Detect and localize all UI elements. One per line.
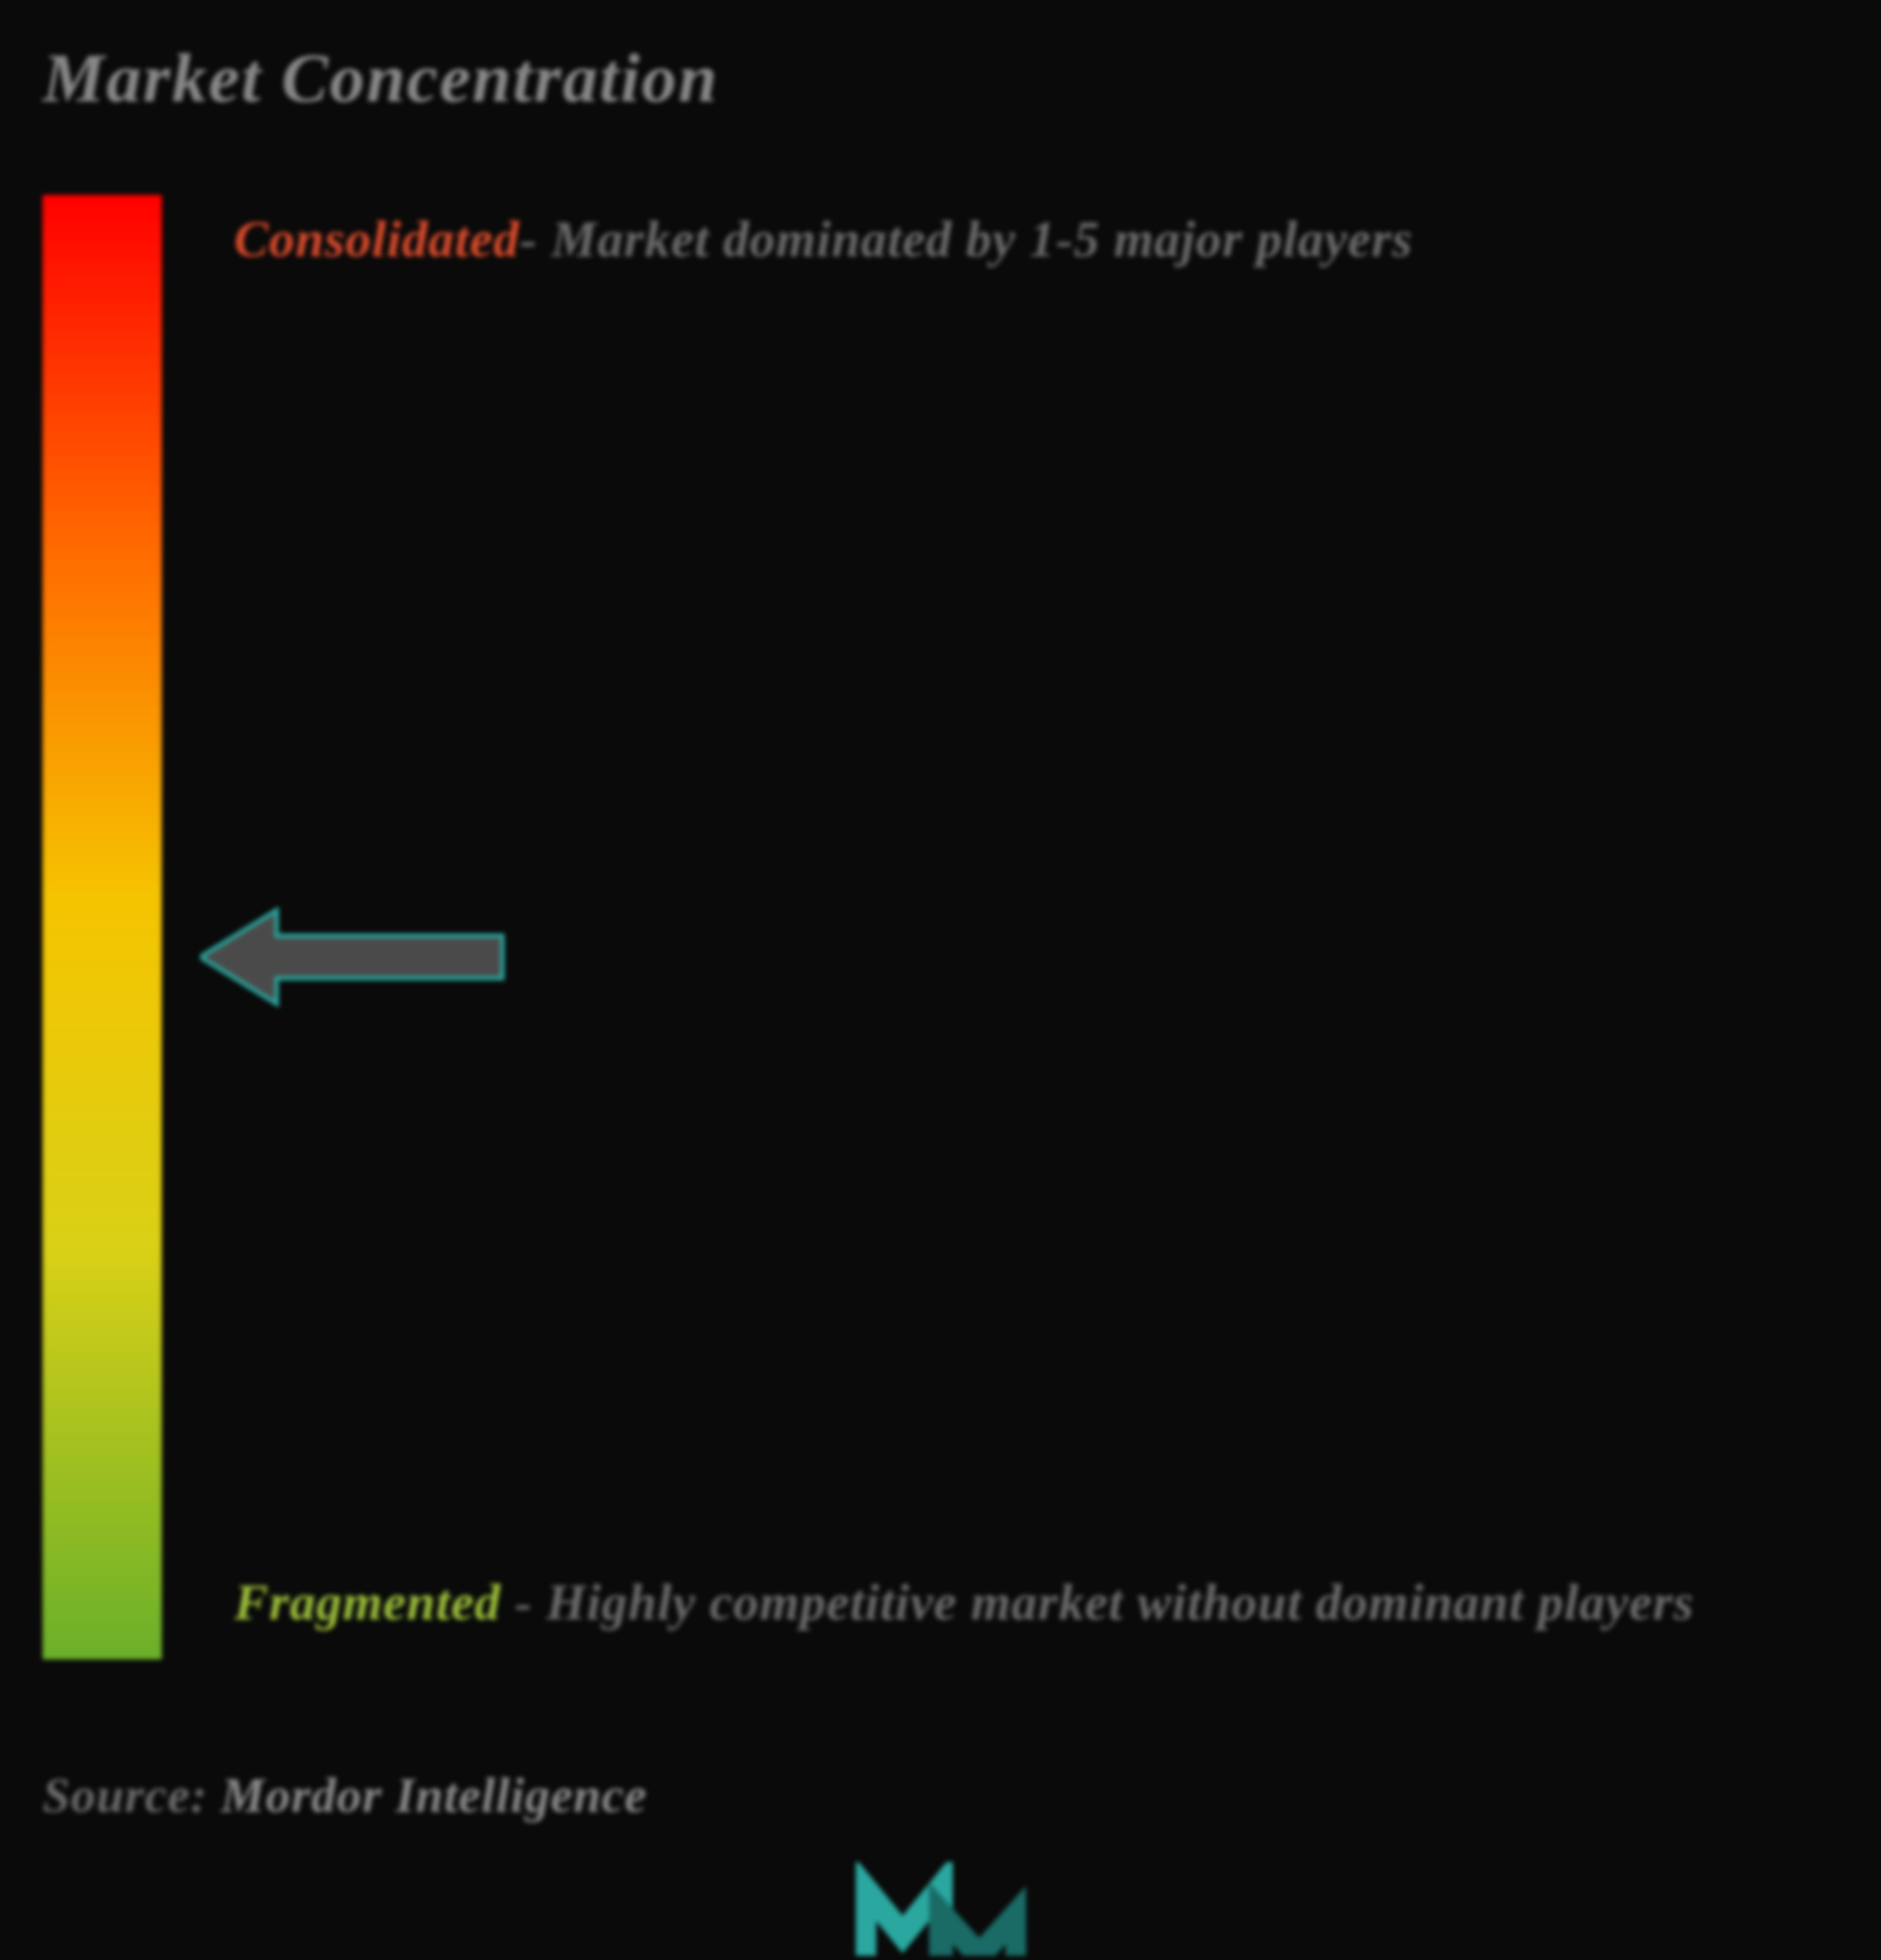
source-prefix: Source: [43, 1768, 221, 1823]
fragmented-description: Highly competitive market without domina… [546, 1574, 1694, 1630]
source-attribution: Source: Mordor Intelligence [43, 1767, 647, 1824]
consolidated-sep: - [519, 211, 551, 267]
consolidated-description: Market dominated by 1-5 major players [551, 211, 1413, 267]
source-name: Mordor Intelligence [221, 1768, 647, 1823]
gradient-svg [43, 195, 162, 1659]
fragmented-label: Fragmented - Highly competitive market w… [234, 1554, 1770, 1651]
consolidated-term: Consolidated [234, 211, 519, 267]
position-arrow [200, 906, 507, 1012]
market-concentration-infographic: Market Concentration Consolidated- [0, 0, 1881, 1960]
logo-icon [856, 1862, 1026, 1956]
page-title: Market Concentration [43, 38, 1838, 118]
consolidated-label: Consolidated- Market dominated by 1-5 ma… [234, 191, 1770, 288]
concentration-gradient-bar [43, 195, 162, 1659]
labels-column: Consolidated- Market dominated by 1-5 ma… [234, 195, 1838, 1659]
mordor-logo [856, 1862, 1026, 1960]
fragmented-sep: - [501, 1574, 546, 1630]
fragmented-term: Fragmented [234, 1574, 501, 1630]
chart-area: Consolidated- Market dominated by 1-5 ma… [43, 195, 1838, 1685]
arrow-icon [200, 906, 507, 1008]
